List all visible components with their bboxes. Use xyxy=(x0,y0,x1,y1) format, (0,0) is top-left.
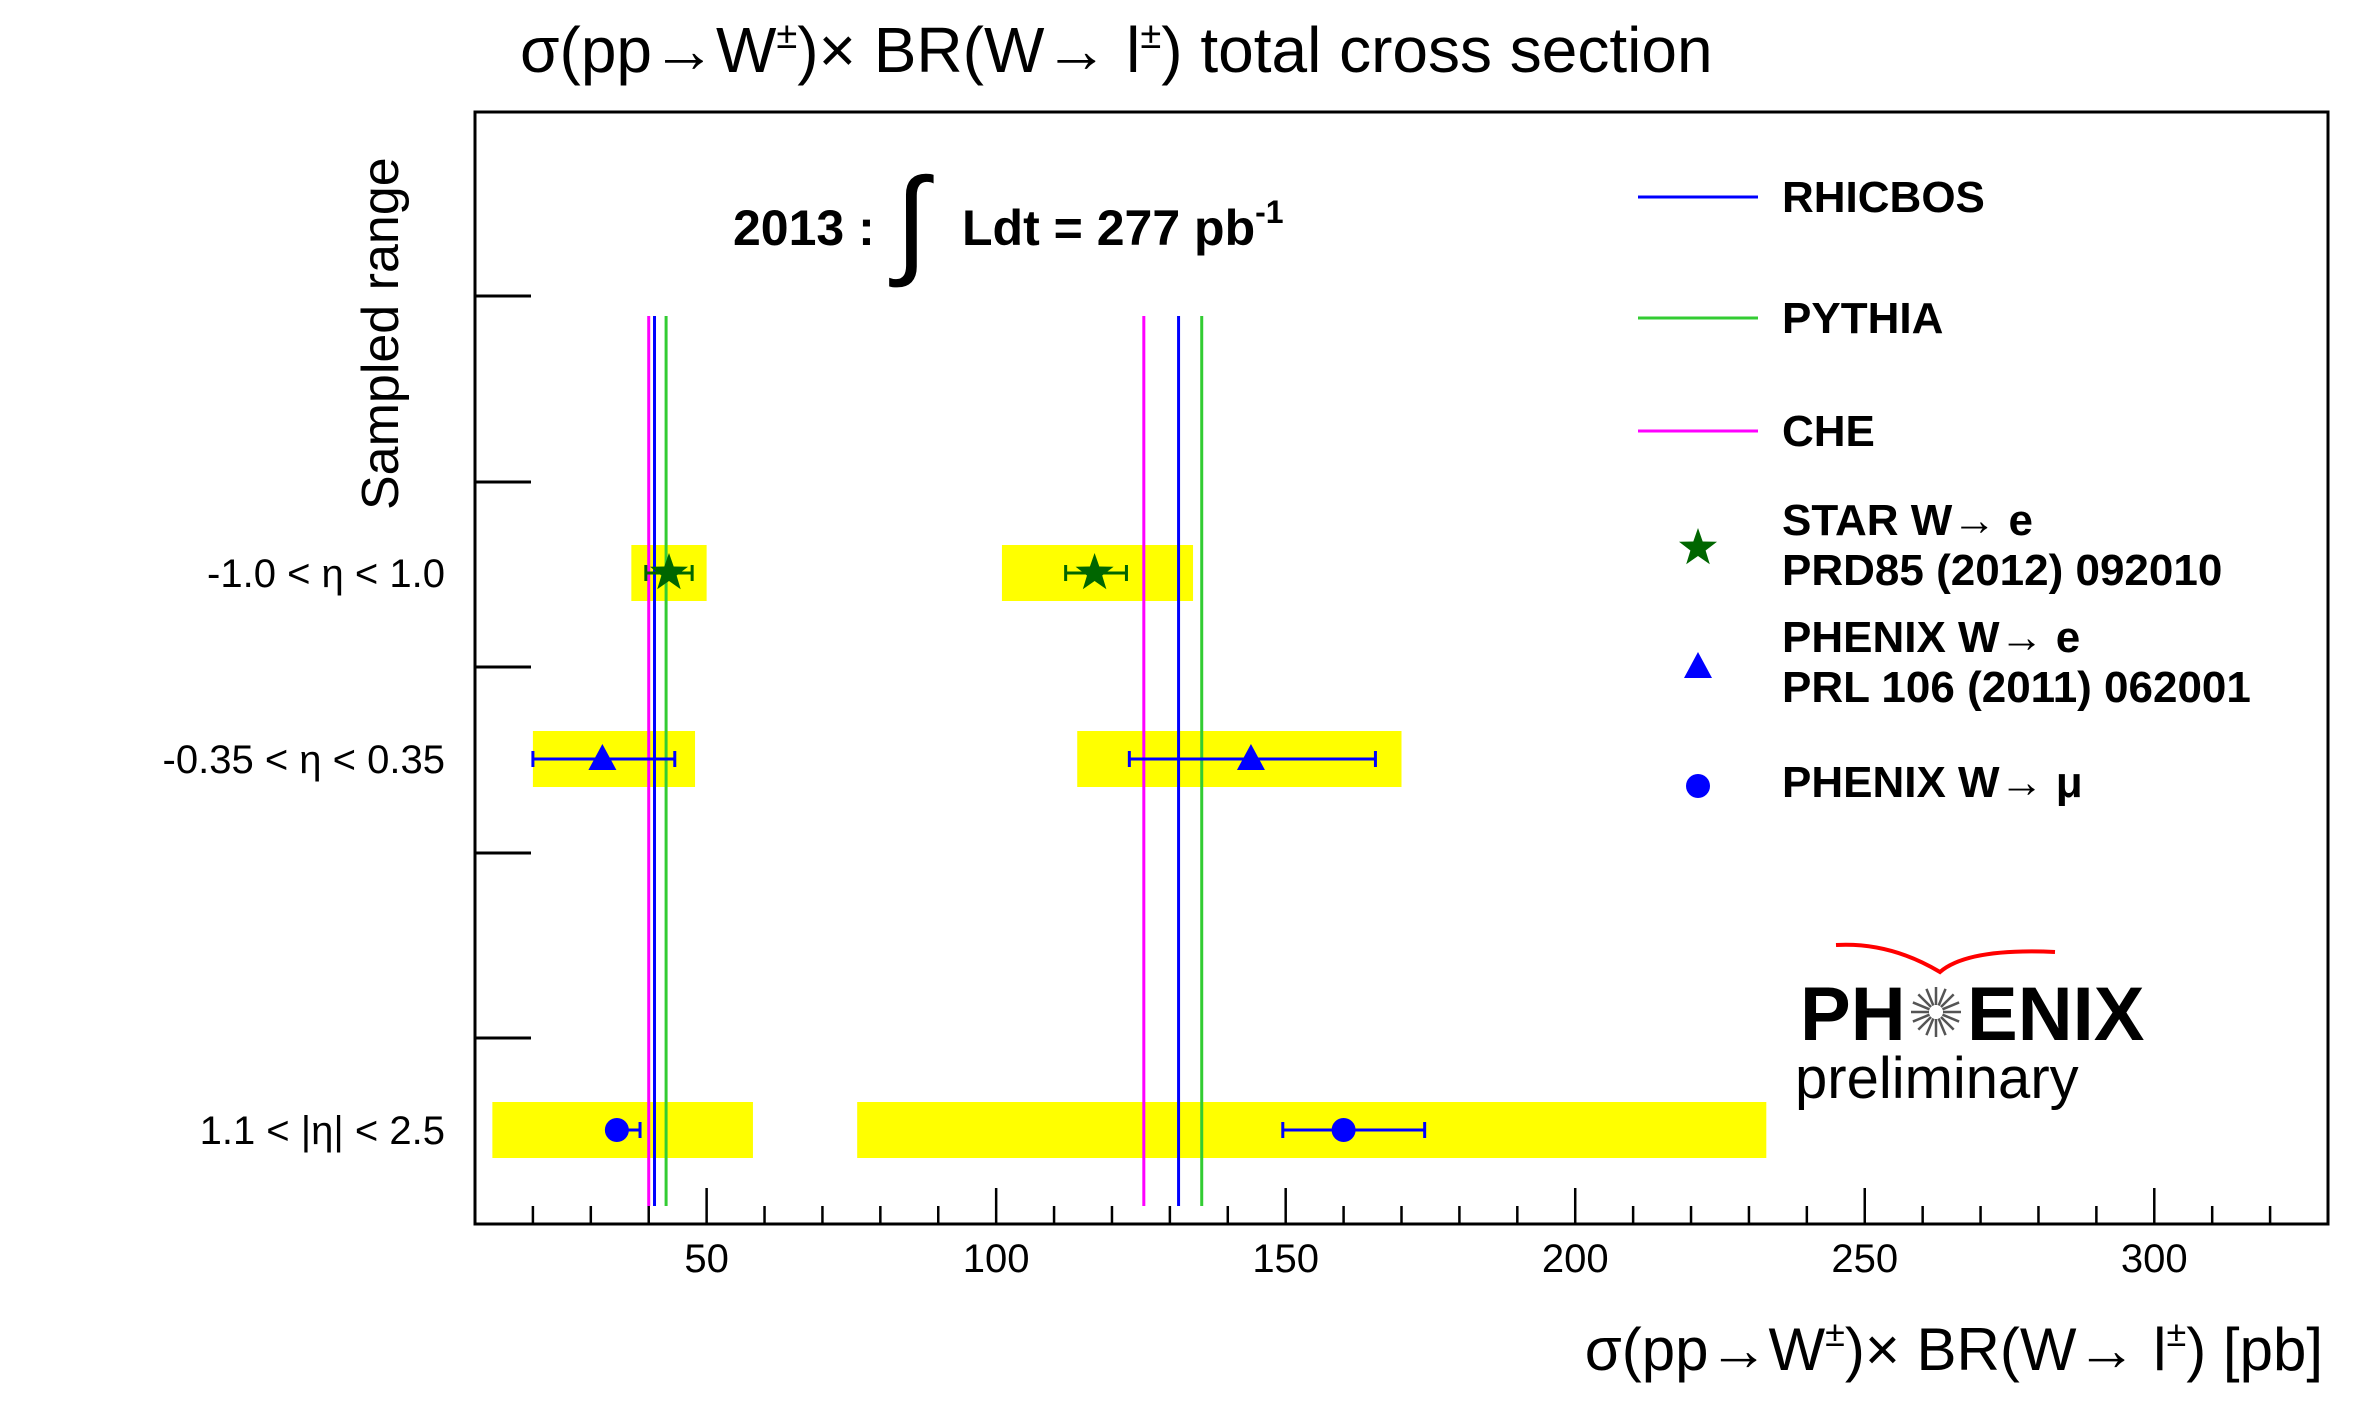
legend-marker xyxy=(1684,652,1712,678)
starburst-ray xyxy=(1912,1001,1931,1011)
starburst-ray xyxy=(1937,988,1947,1007)
logo-starburst xyxy=(1911,987,1961,1037)
category-labels: -1.0 < η < 1.0 -0.35 < η < 0.35 1.1 < |η| … xyxy=(163,552,445,1153)
x-ticks: 50 100 150 200 250 300 xyxy=(473,1188,2330,1281)
y-ticks xyxy=(475,294,531,1040)
luminosity-annotation: 2013 : ∫ Ldt = 277 pb-1 xyxy=(733,154,1284,288)
legend-label: PYTHIA xyxy=(1782,294,1943,343)
starburst-ray xyxy=(1940,993,1955,1008)
x-tick-label: 300 xyxy=(2121,1237,2188,1281)
data-point xyxy=(1331,1118,1356,1142)
chart-title: σ(pp→W±)× BR(W→ l±) total cross section xyxy=(520,14,1713,86)
theory-lines xyxy=(647,316,1204,1206)
logo-text-right: ENIX xyxy=(1967,972,2145,1057)
integral-sign: ∫ xyxy=(889,154,934,288)
data-point xyxy=(650,553,688,590)
legend-label: PHENIX W→ e xyxy=(1782,613,2080,662)
starburst-ray xyxy=(1937,1017,1947,1036)
starburst-ray xyxy=(1912,1013,1931,1023)
data-point xyxy=(1236,744,1265,770)
starburst-ray xyxy=(1940,1016,1955,1031)
data-points xyxy=(531,553,1427,1142)
data-point xyxy=(588,744,617,770)
category-label: -1.0 < η < 1.0 xyxy=(207,552,445,596)
y-axis-label: Sampled range xyxy=(352,157,410,510)
legend-label: STAR W→ e xyxy=(1782,496,2033,545)
x-tick-label: 100 xyxy=(963,1237,1030,1281)
legend-reference: PRL 106 (2011) 062001 xyxy=(1782,663,2251,712)
annotation-text: Ldt = 277 pb-1 xyxy=(962,194,1284,256)
x-tick-label: 50 xyxy=(684,1237,729,1281)
category-label: -0.35 < η < 0.35 xyxy=(163,738,445,782)
legend-marker xyxy=(1686,774,1710,798)
x-axis-label: σ(pp→W±)× BR(W→ l±) [pb] xyxy=(1585,1313,2323,1383)
data-point xyxy=(604,1118,629,1142)
annotation-prefix: 2013 : xyxy=(733,200,875,256)
starburst-ray xyxy=(1925,1017,1935,1036)
starburst-ray xyxy=(1917,1016,1932,1031)
syst-bands xyxy=(492,545,1767,1158)
logo-swoosh xyxy=(1835,942,2056,975)
legend-reference: PRD85 (2012) 092010 xyxy=(1782,546,2222,595)
starburst-ray xyxy=(1917,993,1932,1008)
legend-label: PHENIX W→ μ xyxy=(1782,758,2083,807)
logo-subtitle: preliminary xyxy=(1795,1046,2079,1111)
starburst-ray xyxy=(1925,988,1935,1007)
data-point xyxy=(1075,553,1114,590)
logo-text-left: PH xyxy=(1800,972,1906,1057)
legend-label: RHICBOS xyxy=(1782,173,1985,222)
x-tick-label: 250 xyxy=(1831,1237,1898,1281)
starburst-ray xyxy=(1941,1013,1960,1023)
category-label: 1.1 < |η| < 2.5 xyxy=(200,1109,445,1153)
starburst-ray xyxy=(1941,1001,1960,1011)
legend-marker xyxy=(1679,528,1717,565)
x-tick-label: 150 xyxy=(1252,1237,1319,1281)
x-tick-label: 200 xyxy=(1542,1237,1609,1281)
phenix-logo: PH ENIX preliminary xyxy=(1795,942,2145,1111)
legend-label: CHE xyxy=(1782,407,1875,456)
